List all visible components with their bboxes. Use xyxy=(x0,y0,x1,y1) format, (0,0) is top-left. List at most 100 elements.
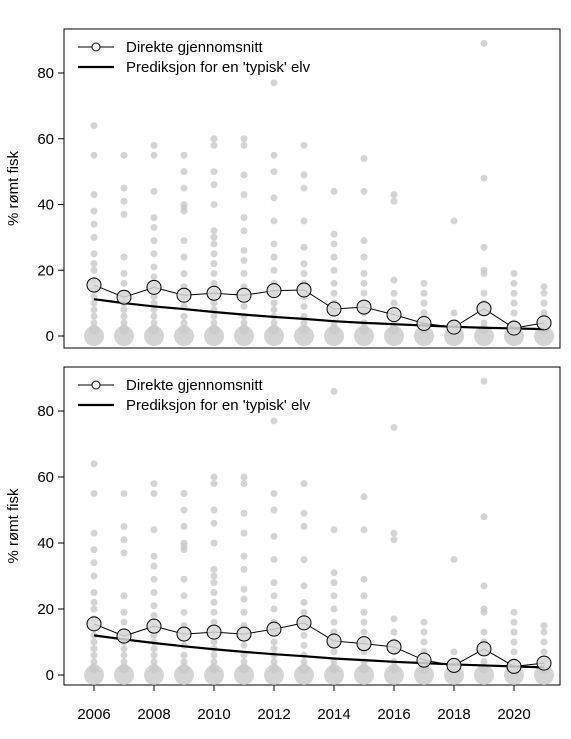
river-observation-point xyxy=(150,293,158,301)
river-observation-point xyxy=(120,618,128,626)
river-observation-point xyxy=(450,648,458,656)
plot-frame xyxy=(63,28,561,349)
river-observation-point xyxy=(120,549,128,557)
river-observation-point xyxy=(90,638,98,646)
direct-mean-point xyxy=(206,285,222,301)
river-observation-point xyxy=(120,312,128,320)
river-observation-point xyxy=(234,326,254,346)
river-observation-point xyxy=(90,605,98,613)
river-observation-point xyxy=(300,598,308,606)
river-observation-point xyxy=(210,598,218,606)
river-observation-point xyxy=(300,184,308,192)
river-observation-point xyxy=(299,663,309,674)
direct-mean-line xyxy=(93,622,545,667)
y-tick-label: 60 xyxy=(37,131,54,148)
river-observation-point xyxy=(150,480,158,488)
river-observation-point xyxy=(390,197,398,205)
direct-mean-point xyxy=(326,301,342,317)
direct-mean-point xyxy=(536,655,552,671)
river-observation-point xyxy=(480,628,488,636)
river-observation-point xyxy=(330,240,338,248)
river-observation-point xyxy=(480,513,488,521)
river-observation-point xyxy=(270,299,278,307)
river-observation-point xyxy=(90,266,98,274)
river-observation-point xyxy=(210,181,218,189)
river-observation-point xyxy=(330,579,338,587)
river-observation-point xyxy=(240,641,248,649)
river-observation-point xyxy=(119,324,129,335)
river-observation-point xyxy=(510,638,518,646)
river-observation-point xyxy=(384,326,404,346)
river-observation-point xyxy=(240,595,248,603)
chart-panel-2: 0 20 40 60 80 % rømt fisk 2006 2008 2010 2012 2014… xyxy=(5,366,561,723)
river-observation-point xyxy=(150,187,158,195)
x-tick-label: 2008 xyxy=(137,706,170,723)
river-observation-point xyxy=(240,227,248,235)
river-observation-point xyxy=(480,377,488,385)
river-observation-point xyxy=(210,539,218,547)
direct-mean-point xyxy=(506,658,522,674)
river-observation-point xyxy=(210,299,218,307)
river-observation-point xyxy=(150,306,158,314)
river-observation-point xyxy=(90,658,98,666)
y-tick-label: 40 xyxy=(37,535,54,552)
river-observation-point xyxy=(510,618,518,626)
river-observation-point xyxy=(480,605,488,613)
river-observation-point xyxy=(414,326,434,346)
river-observation-point xyxy=(180,651,188,659)
river-observation-point xyxy=(150,631,158,639)
river-observation-point xyxy=(180,201,188,208)
river-observation-point xyxy=(359,324,369,335)
river-observation-point xyxy=(269,663,279,674)
river-observation-point xyxy=(300,641,308,649)
river-observation-point xyxy=(480,582,488,590)
river-observation-point xyxy=(90,306,98,314)
river-observation-point xyxy=(270,556,278,563)
river-observation-point xyxy=(534,326,554,346)
river-observation-point xyxy=(330,618,338,626)
river-observation-point xyxy=(90,546,98,554)
river-observation-point xyxy=(420,638,428,646)
river-observation-point xyxy=(354,326,374,346)
river-observation-point xyxy=(540,622,548,629)
river-observation-point xyxy=(90,122,98,130)
river-observation-point xyxy=(480,658,488,666)
river-observation-point xyxy=(180,658,188,666)
river-observation-point xyxy=(240,565,248,573)
river-observation-point xyxy=(150,151,158,159)
river-observation-point xyxy=(150,237,158,245)
river-observation-point xyxy=(240,135,248,143)
river-observation-point xyxy=(390,529,398,537)
y-tick-label: 0 xyxy=(46,328,54,345)
river-observation-point xyxy=(90,233,98,241)
river-observation-point xyxy=(180,151,188,159)
river-observation-point xyxy=(149,324,159,335)
river-observation-point xyxy=(269,324,279,335)
river-observation-point xyxy=(480,39,488,47)
river-observation-point xyxy=(174,665,194,685)
direct-mean-point xyxy=(146,279,162,295)
river-observation-point xyxy=(270,151,278,159)
river-observation-point xyxy=(450,556,458,563)
river-observation-point xyxy=(210,480,218,488)
river-observation-point xyxy=(390,628,398,636)
river-observation-point xyxy=(474,326,494,346)
river-observation-point xyxy=(270,319,278,327)
river-observation-point xyxy=(330,387,338,395)
river-observation-point xyxy=(360,575,368,583)
river-observation-point xyxy=(120,651,128,659)
river-observation-point xyxy=(270,638,278,646)
river-observation-point xyxy=(360,270,368,278)
river-observation-point xyxy=(239,663,249,674)
river-observation-point xyxy=(210,519,218,527)
river-observation-point xyxy=(510,270,518,278)
river-observation-point xyxy=(209,663,219,674)
river-observation-point xyxy=(300,270,308,278)
river-observation-point xyxy=(240,319,248,327)
river-observation-point xyxy=(90,645,98,653)
river-observation-point xyxy=(510,279,518,287)
river-observation-point xyxy=(240,585,248,593)
river-observation-point xyxy=(360,628,368,636)
direct-mean-point xyxy=(476,641,492,657)
